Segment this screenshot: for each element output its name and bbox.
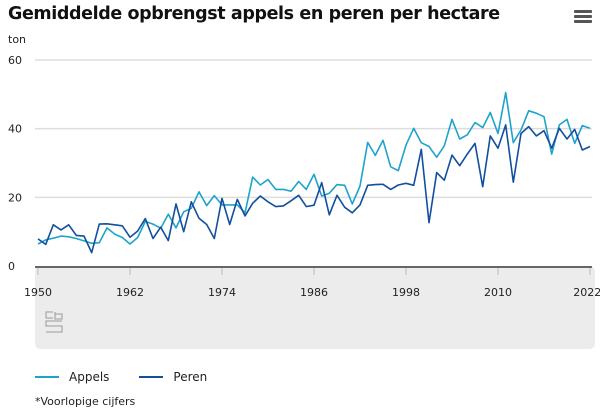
legend-item-appels[interactable]: Appels xyxy=(35,370,109,384)
x-tick-label: 1986 xyxy=(300,286,328,299)
x-tick-label: 1962 xyxy=(116,286,144,299)
x-tick-label: 1974 xyxy=(208,286,236,299)
y-axis-label: ton xyxy=(8,33,26,46)
legend: Appels Peren xyxy=(35,370,237,384)
cbs-logo xyxy=(45,311,63,333)
x-tick-label: 2010 xyxy=(484,286,512,299)
x-tick-label: 1998 xyxy=(392,286,420,299)
y-tick-label: 20 xyxy=(8,191,22,204)
legend-label-appels: Appels xyxy=(69,370,110,384)
legend-item-peren[interactable]: Peren xyxy=(139,370,207,384)
legend-label-peren: Peren xyxy=(173,370,208,384)
y-axis-ticks: 0 20 40 60 xyxy=(8,54,22,273)
y-tick-label: 60 xyxy=(8,54,22,67)
series-lines xyxy=(37,91,591,254)
y-tick-label: 40 xyxy=(8,123,22,136)
chart-footer-background xyxy=(35,266,595,349)
series-line-peren[interactable] xyxy=(37,124,591,254)
y-tick-label: 0 xyxy=(8,260,15,273)
x-tick-label: 1950 xyxy=(24,286,52,299)
x-axis-ticks: 1950 1962 1974 1986 1998 2010 2022* xyxy=(24,268,600,299)
footnote: *Voorlopige cijfers xyxy=(35,395,136,408)
legend-swatch-peren xyxy=(139,376,164,378)
chart-title: Gemiddelde opbrengst appels en peren per… xyxy=(8,4,500,24)
legend-swatch-appels xyxy=(35,376,59,378)
hamburger-menu-icon[interactable] xyxy=(574,10,592,26)
x-tick-label: 2022* xyxy=(573,286,600,299)
series-line-appels[interactable] xyxy=(37,91,591,245)
